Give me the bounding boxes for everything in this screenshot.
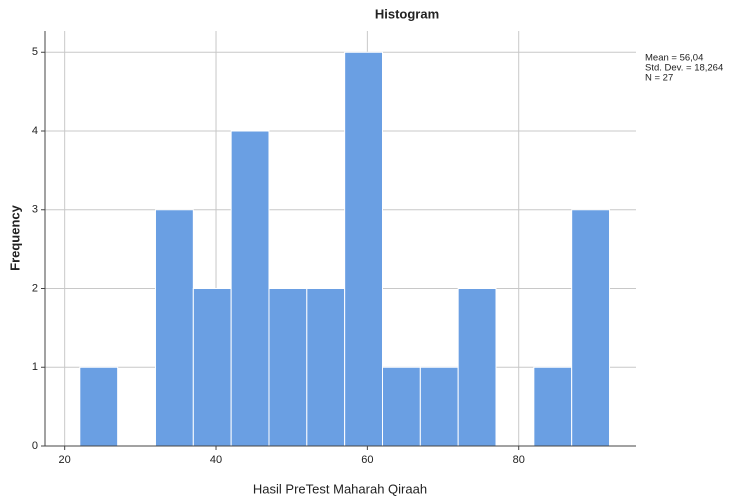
chart-title: Histogram (375, 6, 439, 21)
bar (231, 131, 269, 446)
bar (269, 289, 307, 446)
y-axis-label: Frequency (7, 204, 22, 271)
x-axis-label: Hasil PreTest Maharah Qiraah (253, 481, 427, 496)
y-tick-label: 1 (32, 361, 38, 373)
y-tick-label: 0 (32, 440, 38, 452)
page: Histogram Hasil PreTest Maharah Qiraah F… (0, 0, 735, 499)
chart: Histogram Hasil PreTest Maharah Qiraah F… (0, 0, 735, 499)
bar (80, 367, 118, 446)
bar (345, 52, 383, 446)
y-tick-label: 4 (32, 125, 38, 137)
x-tick-label: 20 (59, 454, 71, 466)
bar (307, 289, 345, 446)
x-tick-label: 80 (513, 454, 525, 466)
bar (572, 210, 610, 446)
annotation: N = 27 (645, 73, 673, 84)
bar (420, 367, 458, 446)
x-tick-label: 60 (361, 454, 373, 466)
bar (193, 289, 231, 446)
y-tick-label: 2 (32, 282, 38, 294)
bar (534, 367, 572, 446)
bar (155, 210, 193, 446)
y-tick-label: 3 (32, 204, 38, 216)
bar (458, 289, 496, 446)
x-tick-label: 40 (210, 454, 222, 466)
bar (382, 367, 420, 446)
y-tick-label: 5 (32, 46, 38, 58)
